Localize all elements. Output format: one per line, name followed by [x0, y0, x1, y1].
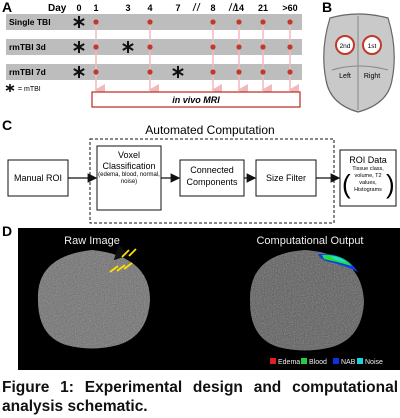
mtbi-asterisk	[73, 66, 85, 78]
yellow-arrows	[109, 244, 137, 273]
impact-label: 1st	[368, 43, 377, 50]
axis-break	[192, 2, 201, 12]
step-box	[179, 159, 245, 197]
mri-dot	[236, 69, 242, 75]
day-number: >60	[282, 3, 297, 13]
legend-label: Edema	[278, 359, 300, 366]
day-number: 1	[93, 3, 98, 13]
side-label: Left	[339, 73, 351, 80]
day-number: 3	[125, 3, 130, 13]
mri-dot	[147, 69, 153, 75]
mri-dot	[260, 19, 266, 25]
step-box	[255, 159, 317, 197]
step-label: Size Filter	[266, 173, 306, 183]
panel-letter: B	[322, 0, 332, 15]
arrow	[123, 262, 133, 270]
mri-dot	[287, 19, 293, 25]
day-number: 4	[147, 3, 152, 13]
row-bar	[6, 64, 302, 80]
figure-panels: A Day 0 1 3 4 7 8 14 21 >60 Single TBI rmTBI 3d rmT…	[2, 0, 400, 370]
row-bar	[6, 39, 302, 55]
arrow	[121, 249, 130, 258]
panel-letter: A	[2, 0, 12, 15]
noise-region	[330, 256, 346, 262]
asterisk-legend: = mTBI	[18, 86, 41, 93]
output-texture	[249, 250, 364, 351]
raw-texture	[37, 250, 151, 349]
mri-dot	[260, 69, 266, 75]
step-label: ROI Data	[349, 155, 387, 165]
mri-dot	[93, 69, 99, 75]
mri-dot	[93, 19, 99, 25]
section-title: Automated Computation	[145, 123, 274, 137]
mri-dot	[93, 44, 99, 50]
step-text: Tissue class, volume, T2 values, Histogr…	[352, 166, 384, 193]
step-sublabel: Tissue class, volume, T2 values, Histogr…	[352, 166, 384, 193]
timeline: 0 1 3 4 7 8 14 21 >60 Single TBI rmTBI 3d rmTBI 7d	[6, 2, 302, 96]
mtbi-asterisk	[122, 41, 134, 53]
step-sublabel: (edema, blood, normal, noise)	[98, 172, 160, 185]
asterisk-icon	[5, 84, 15, 92]
step-label: Voxel Classification	[102, 150, 156, 171]
axis-break	[228, 2, 237, 12]
mri-dot	[287, 69, 293, 75]
mri-label: in vivo MRI	[172, 95, 220, 105]
arrow	[109, 265, 119, 273]
step-box	[7, 159, 69, 197]
mri-dot	[147, 19, 153, 25]
paren: )	[386, 169, 395, 199]
mri-dot	[236, 19, 242, 25]
legend-swatch	[357, 358, 363, 364]
legend-label: Blood	[309, 359, 327, 366]
mri-dot	[210, 69, 216, 75]
impact-label: 2nd	[340, 43, 351, 50]
row-label: rmTBI 3d	[9, 42, 46, 52]
mtbi-asterisk	[73, 41, 85, 53]
mtbi-asterisk	[73, 16, 85, 28]
caption: Figure 1: Experimental design and comput…	[2, 379, 398, 415]
step-label: Manual ROI	[14, 173, 62, 183]
legend-swatch	[333, 358, 339, 364]
step-label: Connected Components	[186, 165, 238, 187]
legend-swatch	[270, 358, 276, 364]
image-title: Raw Image	[64, 235, 120, 247]
arrow	[116, 264, 126, 272]
side-label: Right	[364, 73, 380, 80]
day-label: Day	[48, 3, 67, 14]
sutures	[331, 16, 389, 110]
step-text: Connected Components	[186, 165, 238, 187]
mri-dot	[236, 44, 242, 50]
mri-dot	[210, 44, 216, 50]
panel-letter: C	[2, 117, 12, 133]
image-title: Computational Output	[256, 235, 363, 247]
day-number: 14	[234, 3, 244, 13]
arrow	[128, 248, 137, 257]
blood-region	[322, 254, 352, 266]
row-label: rmTBI 7d	[9, 67, 46, 77]
mri-dot	[210, 19, 216, 25]
paren: (	[342, 169, 351, 199]
impact-site	[335, 35, 355, 55]
mri-dot	[287, 44, 293, 50]
day-number: 8	[210, 3, 215, 13]
day-number: 21	[258, 3, 268, 13]
legend: Edema Blood NAB Noise	[270, 358, 383, 366]
impact-site	[362, 35, 382, 55]
day-number: 0	[76, 3, 81, 13]
step-text: Voxel Classification(edema, blood, norma…	[98, 150, 160, 185]
legend-label: NAB	[341, 359, 356, 366]
skull	[323, 13, 395, 113]
arrow	[113, 244, 130, 261]
legend-label: Noise	[365, 359, 383, 366]
panel-letter: D	[2, 223, 12, 239]
mri-dot	[147, 44, 153, 50]
mri-box	[91, 91, 301, 108]
mtbi-asterisk	[172, 66, 184, 78]
mri-dot	[260, 44, 266, 50]
legend-swatch	[301, 358, 307, 364]
day-number: 7	[175, 3, 180, 13]
row-label: Single TBI	[9, 17, 51, 27]
